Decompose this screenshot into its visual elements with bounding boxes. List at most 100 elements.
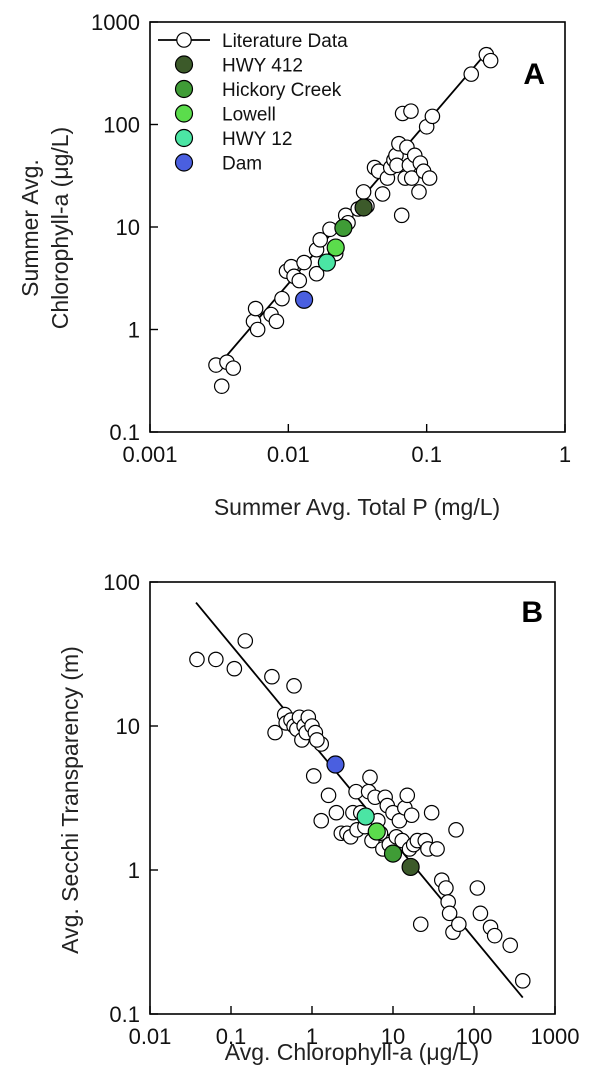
panel-a-literature-point bbox=[291, 272, 308, 289]
panel-a-y-tick-label: 10 bbox=[116, 215, 140, 240]
panel-a-site-point-hwy-12 bbox=[317, 253, 336, 272]
panel-a-y-axis-label-line2: Chlorophyll-a (μg/L) bbox=[47, 127, 73, 329]
panel-b-literature-point bbox=[469, 880, 486, 896]
panel-a-x-tick-label: 0.001 bbox=[122, 442, 177, 467]
panel-a-literature-point bbox=[247, 300, 264, 317]
panel-a-ticks: 0.001 0.01 0.1 1 0.1 1 10 100 1000 bbox=[91, 10, 571, 467]
panel-b-literature-point bbox=[320, 787, 337, 804]
panel-b-literature-point bbox=[486, 927, 503, 944]
panel-a-y-tick-label: 1000 bbox=[91, 10, 140, 35]
panel-b-x-axis-label: Avg. Chlorophyll-a (μg/L) bbox=[225, 1039, 479, 1065]
panel-a-x-tick-label: 1 bbox=[559, 442, 571, 467]
panel-b-site-point-hwy-12 bbox=[356, 807, 375, 826]
panel-b-label: B bbox=[521, 596, 543, 629]
panel-b-literature-point bbox=[264, 668, 280, 685]
panel-b-literature-point bbox=[286, 678, 302, 694]
panel-a-legend: Literature Data HWY 412 Hickory Creek Lowel… bbox=[158, 31, 348, 175]
panel-b-literature-point bbox=[305, 768, 322, 784]
panel-a-literature-point bbox=[312, 232, 329, 248]
panel-b-literature-point bbox=[441, 905, 458, 922]
panel-b-site-point-lowell bbox=[367, 822, 386, 841]
panel-b-literature-point bbox=[451, 916, 467, 933]
panel-a-site-point-hwy-412 bbox=[354, 198, 373, 217]
panel-a-literature-point bbox=[463, 66, 480, 82]
panel-a-site-points bbox=[294, 198, 373, 309]
panel-b-regression-line bbox=[195, 601, 524, 999]
panel-a-literature-point bbox=[482, 52, 499, 69]
panel-a-x-tick-label: 0.1 bbox=[411, 442, 442, 467]
panel-b-x-tick-label: 0.01 bbox=[129, 1024, 172, 1049]
panel-a-literature-point bbox=[411, 184, 427, 200]
panel-a-literature-point bbox=[424, 108, 441, 125]
panel-a-y-axis-label-line1: Summer Avg. bbox=[17, 159, 43, 297]
panel-a-literature-point bbox=[403, 170, 420, 186]
panel-b-y-tick-label: 10 bbox=[116, 714, 140, 739]
panel-b-literature-point bbox=[448, 822, 464, 838]
panel-b-x-tick-label: 1 bbox=[306, 1024, 318, 1049]
panel-a-x-tick-label: 0.01 bbox=[267, 442, 310, 467]
panel-b-literature-point bbox=[399, 787, 416, 804]
panel-b-literature-point bbox=[423, 804, 440, 821]
legend-marker-hickory-creek bbox=[174, 79, 194, 99]
panel-b-literature-point bbox=[362, 769, 378, 786]
panel-a-chart: 0.001 0.01 0.1 1 0.1 1 10 100 1000 Literature Da… bbox=[17, 10, 571, 520]
panel-a-literature-point bbox=[296, 254, 312, 271]
panel-b-site-points bbox=[326, 755, 420, 877]
legend-label-lowell: Lowell bbox=[222, 105, 276, 126]
panel-b-plot-frame bbox=[149, 581, 556, 1015]
legend-marker-lowell bbox=[174, 104, 194, 123]
panel-b-site-point-hwy-412 bbox=[401, 857, 420, 877]
panel-b-site-point-dam bbox=[326, 755, 345, 774]
panel-a-y-tick-label: 1 bbox=[128, 318, 140, 343]
legend-label-dam: Dam bbox=[222, 154, 262, 175]
panel-b-literature-point bbox=[267, 724, 283, 741]
panel-a-literature-point bbox=[268, 313, 285, 330]
panel-b-y-axis-label: Avg. Secchi Transparency (m) bbox=[57, 646, 83, 954]
legend-label-literature-data: Literature Data bbox=[222, 31, 348, 52]
panel-a-literature-point bbox=[355, 184, 372, 200]
legend-marker-hwy-412 bbox=[174, 55, 194, 74]
panel-b-fit-line bbox=[195, 601, 524, 999]
panel-b-literature-point bbox=[313, 812, 330, 829]
panel-b-literature-point bbox=[328, 804, 345, 821]
panel-b-literature-point bbox=[429, 841, 445, 857]
panel-a-site-point-hickory-creek bbox=[334, 218, 353, 237]
panel-b-y-tick-label: 100 bbox=[103, 570, 140, 595]
panel-a-literature-point bbox=[403, 103, 419, 119]
panel-a-site-point-dam bbox=[294, 290, 314, 309]
panel-a-literature-point bbox=[374, 186, 391, 202]
legend-marker-dam bbox=[174, 153, 194, 172]
legend-label-hwy-412: HWY 412 bbox=[222, 56, 303, 77]
panel-b-literature-point bbox=[208, 651, 224, 668]
panel-a-y-tick-label: 100 bbox=[103, 113, 140, 138]
panel-b-x-tick-label: 0.1 bbox=[216, 1024, 247, 1049]
panel-a-y-tick-label: 0.1 bbox=[109, 420, 140, 445]
panel-a-label: A bbox=[523, 58, 545, 91]
panel-b-literature-point bbox=[237, 633, 254, 649]
panel-a-literature-point bbox=[225, 360, 242, 376]
panel-b-literature-point bbox=[226, 660, 243, 677]
panel-b-literature-point bbox=[472, 905, 489, 922]
panel-b-site-point-hickory-creek bbox=[383, 844, 403, 863]
panel-a-literature-point bbox=[213, 378, 230, 394]
panel-a-x-axis-label: Summer Avg. Total P (mg/L) bbox=[214, 494, 500, 520]
panel-a-literature-point bbox=[393, 207, 410, 224]
panel-b-x-tick-label: 100 bbox=[456, 1024, 493, 1049]
panel-b-literature-point bbox=[514, 973, 531, 989]
panel-b-literature-point bbox=[438, 880, 454, 896]
panel-a-literature-point bbox=[421, 170, 438, 186]
panel-b-x-tick-label: 1000 bbox=[531, 1024, 580, 1049]
panel-a-site-point-lowell bbox=[326, 238, 345, 257]
panel-b-literature-point bbox=[412, 916, 429, 933]
panel-a-literature-point bbox=[308, 265, 325, 282]
legend-marker-hwy-12 bbox=[174, 128, 194, 148]
panel-b-literature-point bbox=[502, 937, 519, 954]
legend-label-hwy-12: HWY 12 bbox=[222, 129, 292, 150]
panel-b-literature-point bbox=[403, 807, 420, 824]
panel-b-literature-point bbox=[189, 651, 205, 668]
panel-b-literature-points bbox=[189, 633, 531, 989]
panel-b-y-tick-label: 1 bbox=[128, 858, 140, 883]
